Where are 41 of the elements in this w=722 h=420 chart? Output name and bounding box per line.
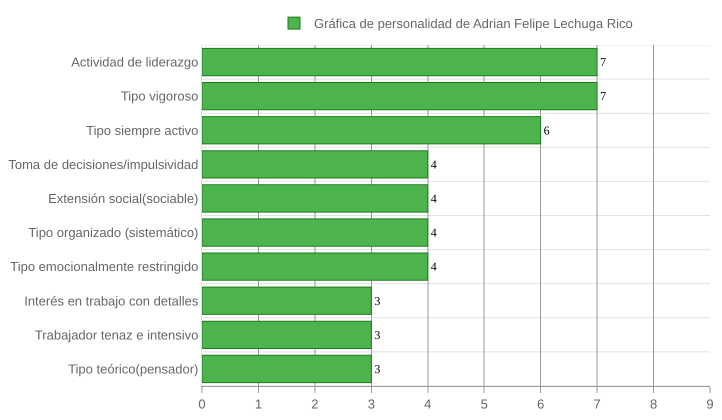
y-tick-label: Tipo siempre activo xyxy=(86,122,198,138)
bar xyxy=(202,116,542,144)
y-tick-label: Interés en trabajo con detalles xyxy=(24,293,199,308)
bar xyxy=(202,184,428,213)
x-tick-label: 9 xyxy=(706,396,714,412)
x-tick-label: 8 xyxy=(650,396,658,412)
bar xyxy=(202,252,428,281)
data-label: 6 xyxy=(544,123,550,138)
bar xyxy=(202,150,428,178)
x-tick-label: 3 xyxy=(368,396,375,412)
data-label: 3 xyxy=(374,362,380,376)
y-tick-label: Tipo organizado (sistemático) xyxy=(28,225,198,240)
x-tick-label: 7 xyxy=(593,396,601,412)
bar xyxy=(202,286,372,315)
bar xyxy=(202,320,372,349)
data-label: 3 xyxy=(374,328,380,342)
x-tick-label: 5 xyxy=(480,396,488,412)
bar xyxy=(202,218,428,247)
data-label: 4 xyxy=(430,260,437,274)
x-tick-label: 2 xyxy=(311,396,319,412)
x-tick-label: 6 xyxy=(537,396,544,412)
y-tick-label: Tipo teórico(pensador) xyxy=(68,362,198,376)
x-tick-label: 0 xyxy=(198,396,206,412)
y-tick-label: Tipo emocionalmente restringido xyxy=(10,259,198,274)
data-label: 7 xyxy=(600,89,606,104)
y-tick-label: Tipo vigoroso xyxy=(120,88,198,104)
legend-label: Gráfica de personalidad de Adrian Felipe Lechuga Rico xyxy=(314,16,633,32)
bar xyxy=(202,354,372,384)
y-tick-label: Extensión social(sociable) xyxy=(48,191,198,206)
data-label: 4 xyxy=(430,157,437,172)
data-label: 4 xyxy=(430,226,437,240)
data-label: 3 xyxy=(374,294,380,308)
bar xyxy=(202,48,598,76)
x-tick-label: 1 xyxy=(254,396,262,412)
y-tick-label: Trabajador tenaz e intensivo xyxy=(34,327,198,342)
x-tick-label: 4 xyxy=(424,396,432,412)
y-tick-label: Toma de decisiones/impulsividad xyxy=(8,156,198,172)
bar xyxy=(202,82,598,110)
data-label: 4 xyxy=(430,191,437,206)
y-tick-label: Actividad de liderazgo xyxy=(71,54,198,70)
data-label: 7 xyxy=(600,55,606,70)
